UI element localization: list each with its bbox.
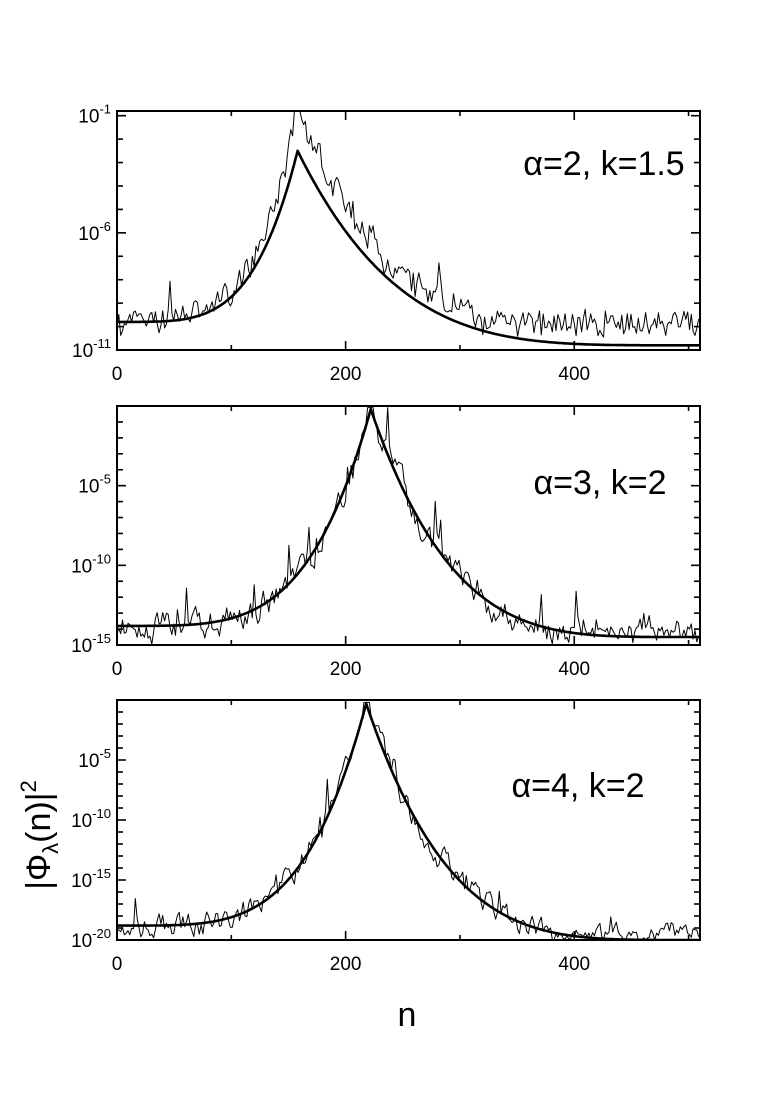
y-tick-base: 10 <box>78 477 99 498</box>
y-tick-base: 10 <box>78 107 99 128</box>
plot-frame <box>116 699 701 941</box>
x-tick-label: 400 <box>558 954 590 975</box>
series-envelope-line <box>117 149 700 347</box>
series-envelope-line <box>117 407 700 639</box>
series-numerical-line <box>117 407 700 645</box>
x-tick-label: 200 <box>330 364 362 385</box>
y-tick-exp: -10 <box>92 551 111 566</box>
y-tick-exp: -15 <box>92 866 111 881</box>
x-tick-label: 200 <box>330 954 362 975</box>
y-tick-label: 10-1 <box>78 102 111 128</box>
x-tick-label: 0 <box>112 364 123 385</box>
y-tick-base: 10 <box>78 224 99 245</box>
x-tick-label: 400 <box>558 364 590 385</box>
y-tick-label: 10-10 <box>71 551 111 577</box>
x-tick-label: 200 <box>330 659 362 680</box>
series-numerical-line <box>117 111 700 338</box>
y-tick-base: 10 <box>71 556 92 577</box>
x-tick-label: 0 <box>112 659 123 680</box>
y-tick-label: 10-15 <box>71 866 111 892</box>
plot-frame <box>116 405 701 646</box>
y-tick-base: 10 <box>71 871 92 892</box>
y-tick-exp: -11 <box>93 336 111 351</box>
x-tick-label: 0 <box>112 954 123 975</box>
y-tick-exp: -10 <box>92 806 111 821</box>
y-tick-exp: -15 <box>92 631 111 646</box>
y-tick-exp: -20 <box>92 926 111 941</box>
y-tick-exp: -1 <box>99 102 111 117</box>
y-tick-exp: -5 <box>99 746 111 761</box>
panel-annotation: α=4, k=2 <box>511 767 644 805</box>
y-axis-label-base: |Φ <box>20 854 58 890</box>
panel-annotation: α=2, k=1.5 <box>523 145 684 183</box>
y-tick-label: 10-5 <box>78 746 111 772</box>
y-tick-exp: -6 <box>99 219 111 234</box>
y-tick-label: 10-5 <box>78 472 111 498</box>
y-tick-base: 10 <box>71 811 92 832</box>
y-tick-label: 10-6 <box>78 219 111 245</box>
y-tick-label: 10-11 <box>72 336 111 362</box>
y-tick-exp: -5 <box>99 472 111 487</box>
y-tick-base: 10 <box>71 931 92 952</box>
x-axis-label: n <box>398 996 417 1034</box>
series-envelope-line <box>117 702 700 940</box>
y-axis-label-sup: 2 <box>16 780 41 792</box>
y-tick-base: 10 <box>78 751 99 772</box>
plot-frame <box>116 110 701 351</box>
panel-annotation: α=3, k=2 <box>533 464 666 502</box>
y-axis-label-mid: (n)| <box>20 792 58 842</box>
series-numerical-line <box>117 701 700 940</box>
y-axis-label-sub: λ <box>38 843 63 854</box>
x-tick-label: 400 <box>558 659 590 680</box>
y-tick-base: 10 <box>71 636 92 657</box>
y-axis-label: |Φλ(n)|2 <box>16 780 63 890</box>
y-tick-label: 10-10 <box>71 806 111 832</box>
y-tick-label: 10-20 <box>71 926 111 952</box>
y-tick-base: 10 <box>72 341 93 362</box>
y-tick-label: 10-15 <box>71 631 111 657</box>
